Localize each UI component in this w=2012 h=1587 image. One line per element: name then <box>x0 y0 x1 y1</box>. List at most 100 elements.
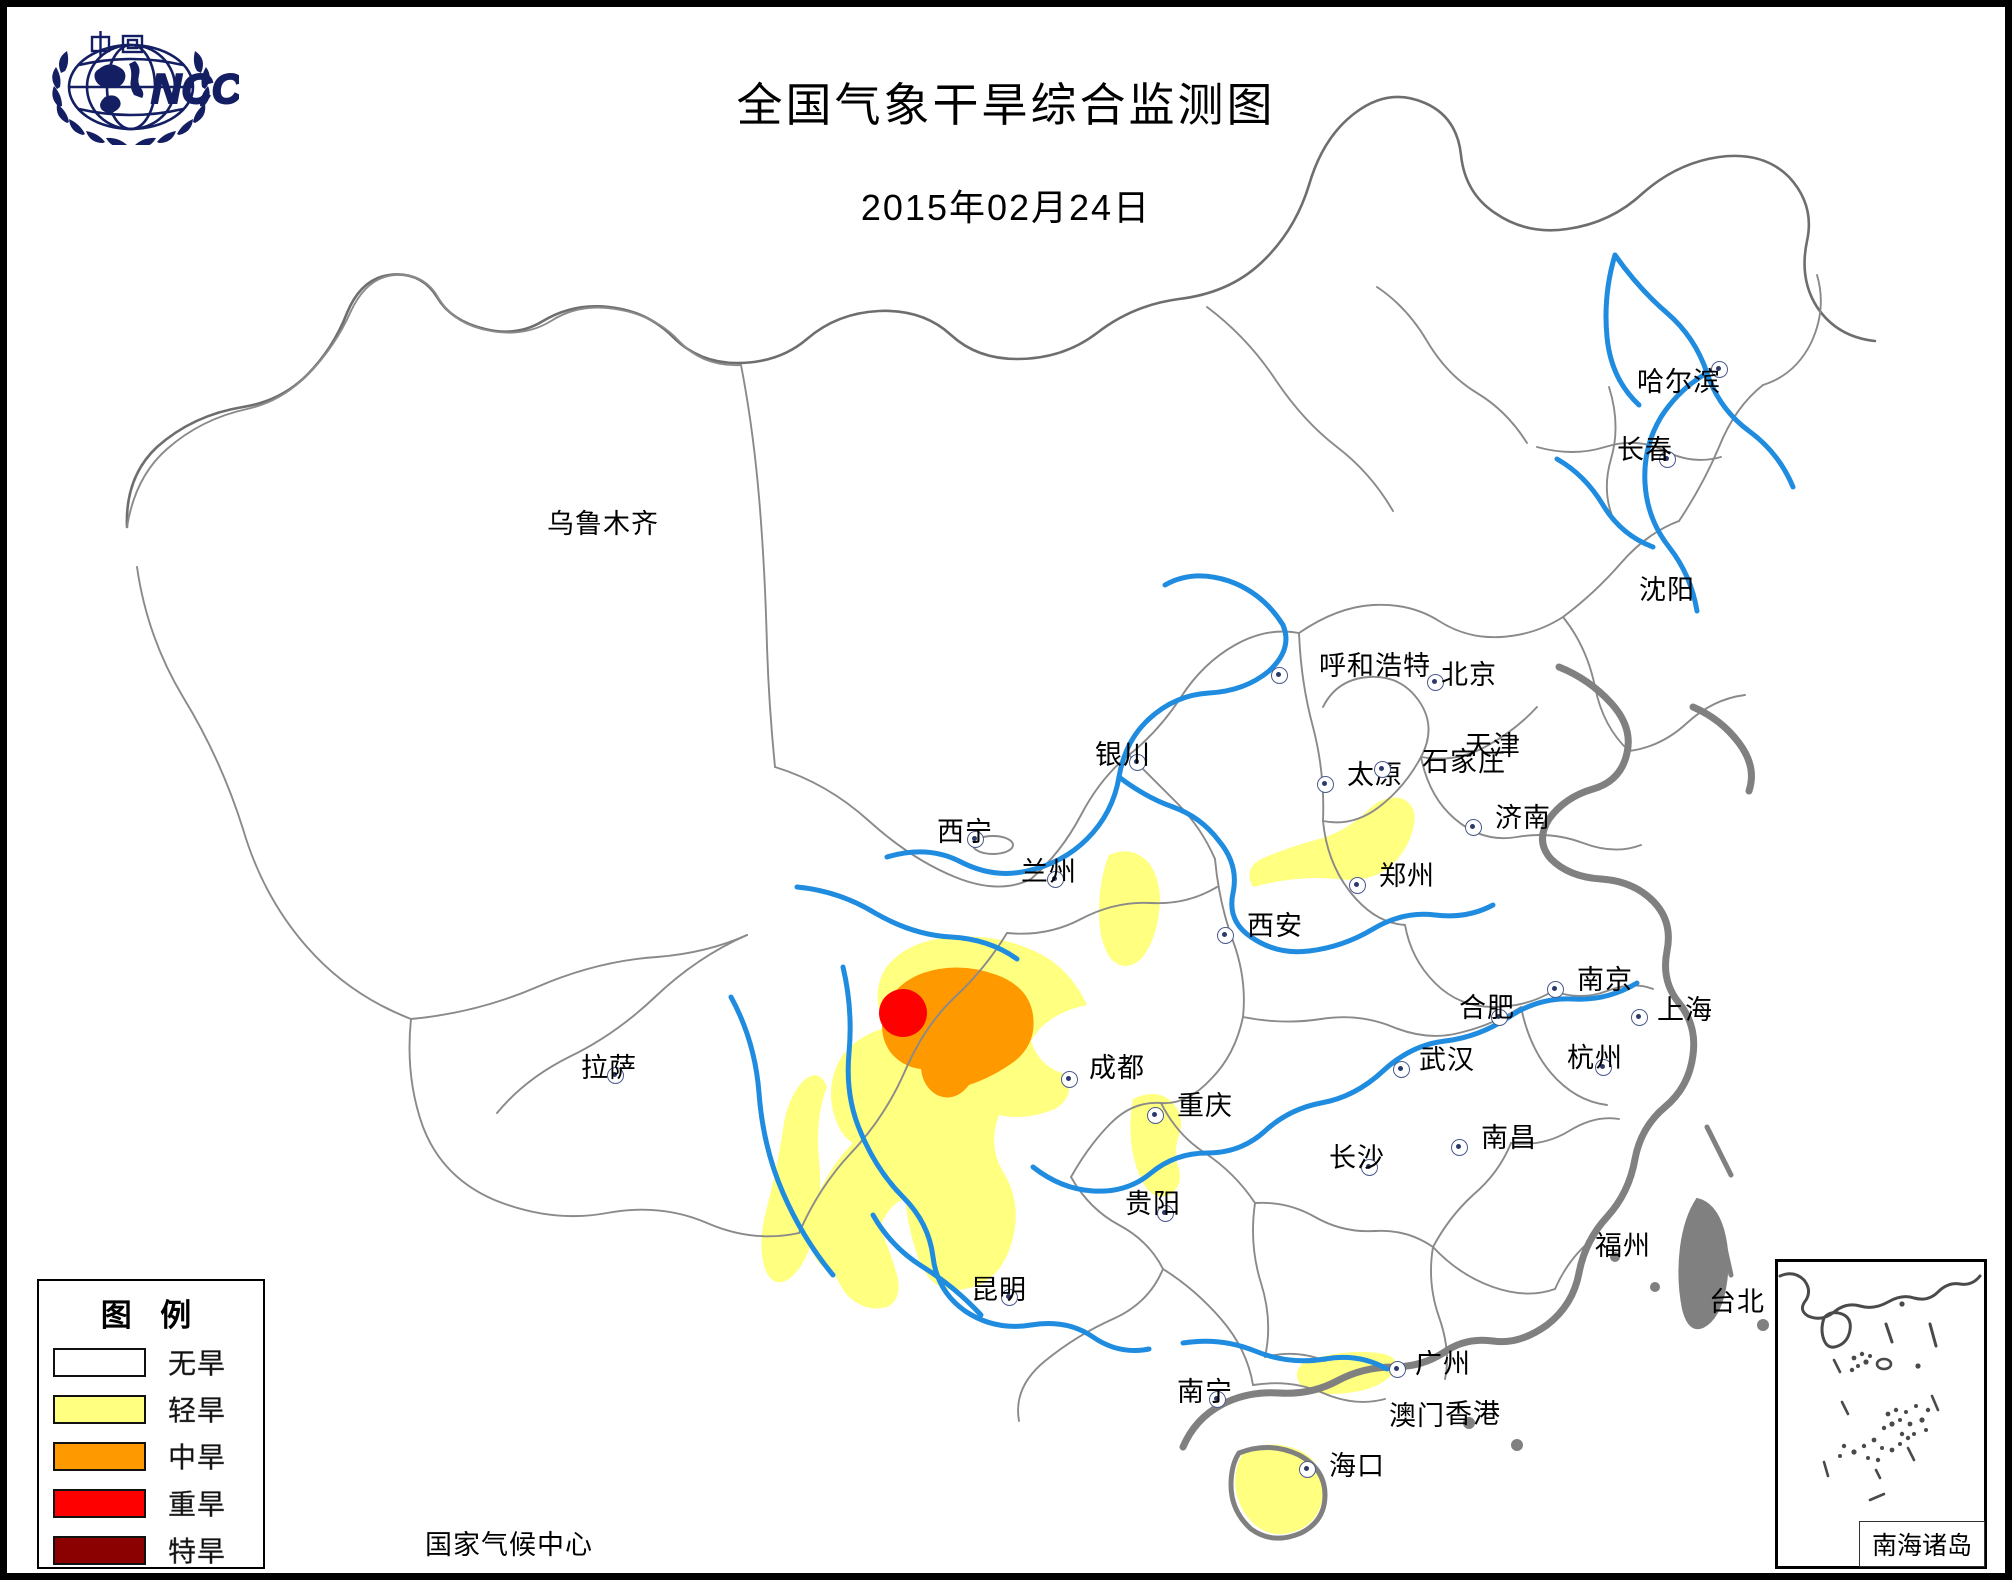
city-marker-2 <box>1659 451 1676 468</box>
city-label-9: 石家庄 <box>1422 747 1506 777</box>
legend-item-4: 特旱 <box>53 1530 263 1570</box>
city-marker-9 <box>1374 761 1391 778</box>
city-label-19: 武汉 <box>1419 1045 1475 1075</box>
drought-region-henan-shandong-light <box>1249 797 1415 887</box>
city-label-3: 沈阳 <box>1639 575 1695 605</box>
legend-swatch-2 <box>53 1441 146 1471</box>
city-label-18: 成都 <box>1089 1053 1145 1083</box>
south-sea-boundary-dashes <box>1704 1124 1734 1278</box>
legend-swatch-1 <box>53 1394 146 1424</box>
city-label-10: 济南 <box>1495 803 1551 833</box>
city-label-22: 拉萨 <box>581 1053 637 1083</box>
city-label-20: 杭州 <box>1567 1043 1623 1073</box>
city-marker-33 <box>1299 1461 1316 1478</box>
city-label-24: 长沙 <box>1329 1143 1385 1173</box>
city-marker-14 <box>1217 927 1234 944</box>
legend-item-0: 无旱 <box>53 1342 263 1382</box>
city-label-4: 呼和浩特 <box>1319 651 1431 681</box>
city-marker-18 <box>1061 1071 1078 1088</box>
legend-swatch-3 <box>53 1488 146 1518</box>
city-marker-15 <box>1547 981 1564 998</box>
city-marker-4 <box>1271 667 1288 684</box>
legend-rows: 无旱轻旱中旱重旱特旱 <box>39 1342 263 1570</box>
city-label-11: 西宁 <box>937 817 993 847</box>
drought-region-hainan-light <box>1235 1444 1323 1535</box>
drought-region-severe-core <box>879 989 927 1037</box>
city-marker-1 <box>1711 361 1728 378</box>
city-marker-24 <box>1361 1159 1378 1176</box>
city-marker-11 <box>967 831 984 848</box>
city-marker-30 <box>1389 1361 1406 1378</box>
city-label-13: 郑州 <box>1379 861 1435 891</box>
city-marker-16 <box>1491 1009 1508 1026</box>
city-label-17: 上海 <box>1657 995 1713 1025</box>
pearl-river <box>1180 1338 1390 1372</box>
yangtze-river <box>840 964 1152 1353</box>
china-map <box>7 7 2012 1587</box>
legend-label-3: 重旱 <box>168 1489 227 1520</box>
city-marker-20 <box>1595 1059 1612 1076</box>
drought-region-shaanxi-gansu-light <box>1099 851 1160 966</box>
city-label-1: 哈尔滨 <box>1637 367 1721 397</box>
legend-title: 图 例 <box>100 1298 202 1333</box>
legend-box: 图 例 无旱轻旱中旱重旱特旱 <box>37 1279 265 1569</box>
city-label-33: 海口 <box>1329 1451 1385 1481</box>
legend-swatch-4 <box>53 1535 146 1565</box>
drought-region-yunnan-lobe <box>828 1203 899 1309</box>
city-label-7: 银川 <box>1095 740 1151 770</box>
city-label-2: 长春 <box>1617 435 1673 465</box>
city-marker-5 <box>1427 674 1444 691</box>
map-canvas-background: NCC 全国气象干旱综合监测图 2015年02月24日 <box>7 7 2005 1573</box>
city-marker-8 <box>1317 776 1334 793</box>
city-label-21: 重庆 <box>1177 1091 1233 1121</box>
legend-item-2: 中旱 <box>53 1436 263 1476</box>
inset-label: 南海诸岛 <box>1859 1521 1985 1567</box>
legend-label-1: 轻旱 <box>168 1395 227 1426</box>
city-marker-7 <box>1129 754 1146 771</box>
south-china-sea-inset: 南海诸岛 <box>1775 1259 1987 1569</box>
city-label-15: 南京 <box>1577 965 1633 995</box>
city-label-26: 贵阳 <box>1125 1189 1181 1219</box>
city-label-29: 南宁 <box>1177 1377 1233 1407</box>
city-marker-22 <box>607 1067 624 1084</box>
city-label-6: 天津 <box>1465 731 1521 761</box>
city-marker-17 <box>1631 1009 1648 1026</box>
islands <box>1228 1197 1802 1541</box>
rivers <box>728 252 1796 1372</box>
city-label-28: 台北 <box>1709 1287 1765 1317</box>
drought-region-sichuan-west-strip <box>761 1075 827 1283</box>
page-title: 全国气象干旱综合监测图 <box>736 79 1276 131</box>
drought-shading-layer <box>761 797 1415 1535</box>
city-marker-19 <box>1393 1061 1410 1078</box>
city-label-27: 昆明 <box>971 1275 1027 1305</box>
city-label-30: 广州 <box>1415 1349 1471 1379</box>
china-national-border <box>125 95 1877 529</box>
legend-label-2: 中旱 <box>168 1442 227 1473</box>
city-marker-27 <box>1001 1289 1018 1306</box>
city-marker-23 <box>1451 1139 1468 1156</box>
drought-region-chongqing-light <box>1130 1093 1181 1197</box>
city-marker-13 <box>1349 877 1366 894</box>
city-label-32: 香港 <box>1445 1399 1501 1429</box>
city-label-31: 澳门 <box>1389 1401 1445 1431</box>
legend-label-0: 无旱 <box>168 1348 227 1379</box>
city-marker-26 <box>1157 1205 1174 1222</box>
city-label-25: 福州 <box>1595 1231 1651 1261</box>
taiwan-island <box>1678 1197 1729 1330</box>
legend-item-3: 重旱 <box>53 1483 263 1523</box>
legend-swatch-0 <box>53 1347 146 1377</box>
svg-text:NCC: NCC <box>151 65 239 112</box>
city-marker-21 <box>1147 1107 1164 1124</box>
city-label-14: 西安 <box>1247 911 1303 941</box>
ncc-logo: NCC <box>39 25 239 145</box>
legend-label-4: 特旱 <box>168 1536 227 1567</box>
province-boundaries <box>126 273 1822 1422</box>
city-label-16: 合肥 <box>1459 993 1515 1023</box>
city-marker-10 <box>1465 819 1482 836</box>
city-label-23: 南昌 <box>1481 1123 1537 1153</box>
legend-item-1: 轻旱 <box>53 1389 263 1429</box>
city-label-0: 乌鲁木齐 <box>547 509 659 539</box>
page-date: 2015年02月24日 <box>860 187 1152 228</box>
hainan-island <box>1228 1445 1328 1541</box>
